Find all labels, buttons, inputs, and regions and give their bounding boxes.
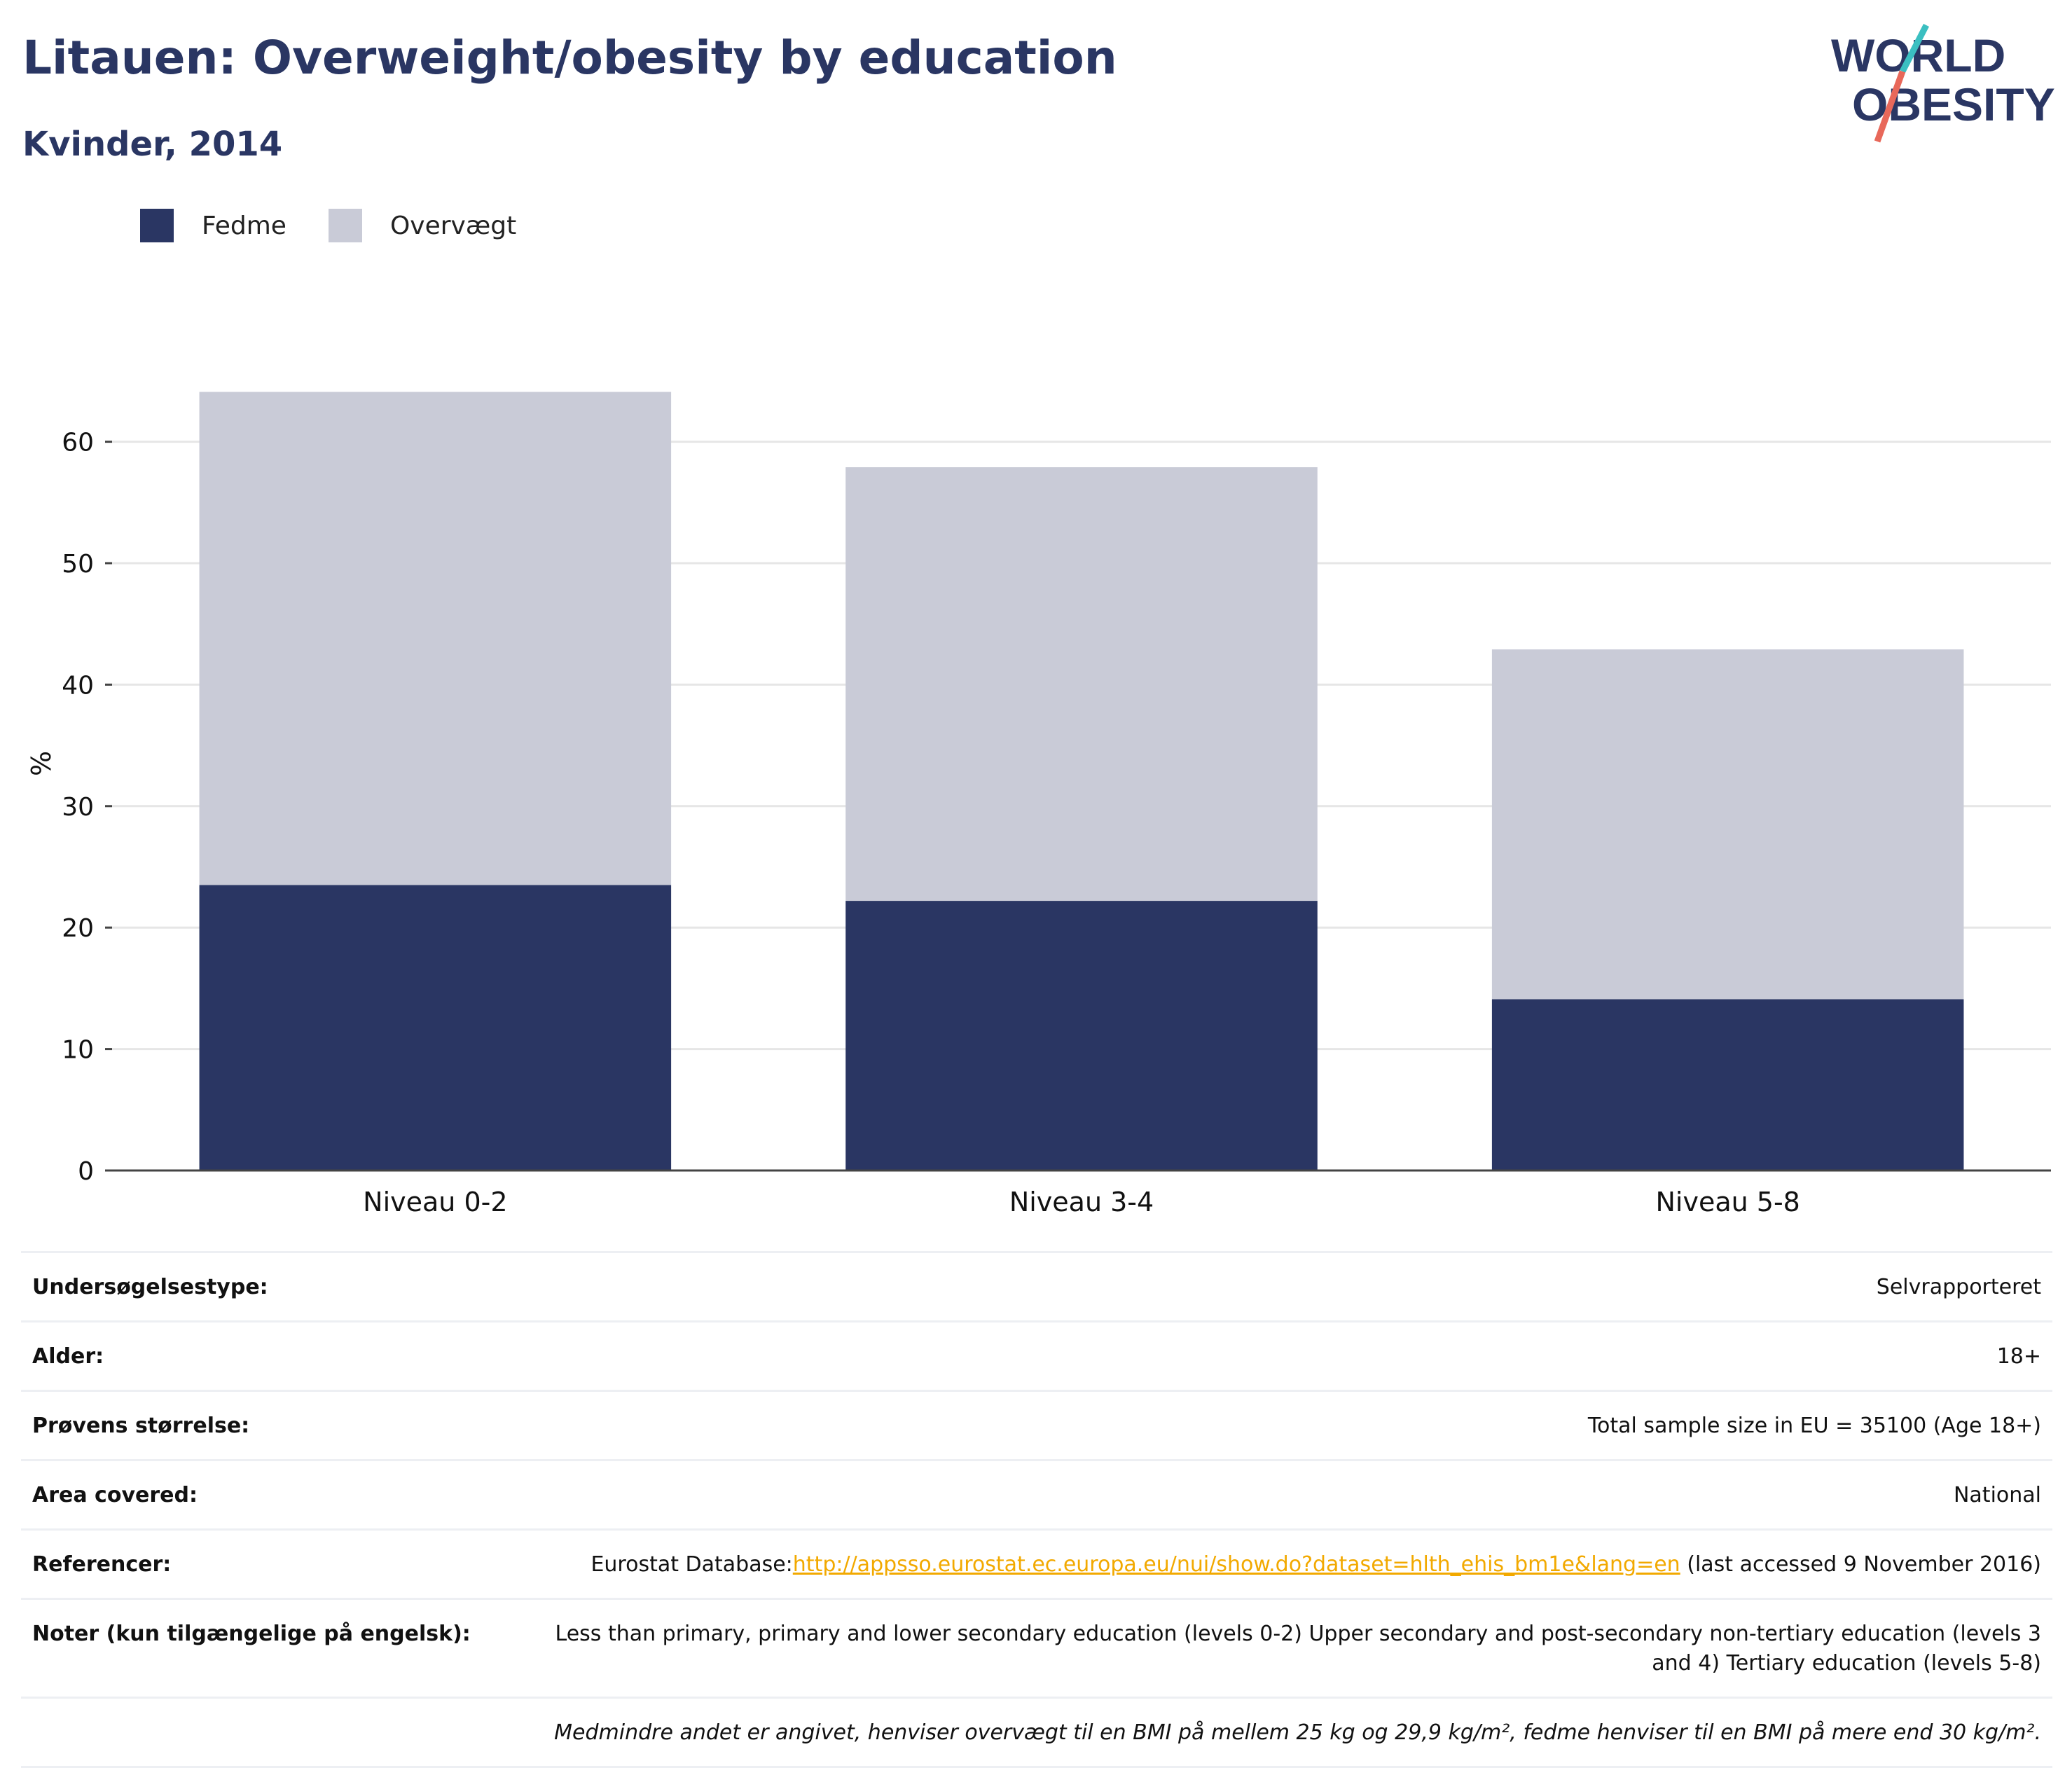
info-value: Selvrapporteret [1876,1275,2041,1299]
info-value: 18+ [1996,1344,2041,1369]
info-label: Area covered: [32,1483,198,1507]
logo-slash-bottom [1874,70,1906,143]
y-tick-label: 0 [78,1157,94,1186]
y-tick-label: 30 [62,793,94,822]
bar-fedme[interactable] [1491,999,1964,1170]
y-tick-label: 60 [62,429,94,457]
page-subtitle: Kvinder, 2014 [22,125,283,164]
world-obesity-logo: WORLD OBESITY [1831,23,2055,143]
bar-overvaegt[interactable] [845,467,1318,902]
legend-label-overvaegt: Overvægt [389,211,517,240]
chart-bars [199,392,1964,1170]
legend-swatch-overvaegt [328,209,362,242]
reference-link[interactable]: http://appsso.eurostat.ec.europa.eu/nui/… [792,1552,1680,1577]
info-value: Less than primary, primary and lower sec… [555,1622,2041,1676]
y-tick-label: 40 [62,671,94,700]
y-tick-label: 20 [62,914,94,943]
bar-fedme[interactable] [199,885,672,1170]
y-axis-ticks: 0 10 20 30 40 50 60 [62,429,112,1186]
reference-prefix: Eurostat Database: [590,1552,793,1577]
info-row-references: Referencer: Eurostat Database:http://app… [21,1528,2052,1598]
legend-item-fedme[interactable]: Fedme [140,209,286,242]
info-value: Total sample size in EU = 35100 (Age 18+… [1587,1414,2041,1438]
info-value: Eurostat Database:http://appsso.eurostat… [523,1550,2041,1580]
reference-suffix: (last accessed 9 November 2016) [1680,1552,2041,1577]
legend-item-overvaegt[interactable]: Overvægt [328,209,517,242]
page-title: Litauen: Overweight/obesity by education [22,31,1117,85]
info-row-survey-type: Undersøgelsestype: Selvrapporteret [21,1251,2052,1320]
x-tick-label: Niveau 3-4 [1009,1187,1154,1217]
legend-swatch-fedme [140,209,174,242]
info-value: National [1953,1483,2041,1507]
info-label: Referencer: [32,1552,172,1577]
info-label: Undersøgelsestype: [32,1275,268,1299]
info-label: Alder: [32,1344,104,1369]
x-tick-label: Niveau 0-2 [363,1187,507,1217]
x-axis-labels: Niveau 0-2 Niveau 3-4 Niveau 5-8 [363,1187,1800,1217]
footnote: Medmindre andet er angivet, henviser ove… [554,1720,2041,1745]
info-label: Prøvens størrelse: [32,1414,250,1438]
info-label: Noter (kun tilgængelige på engelsk): [32,1622,471,1646]
info-row-sample-size: Prøvens størrelse: Total sample size in … [21,1390,2052,1459]
legend-label-fedme: Fedme [202,211,286,240]
bar-overvaegt[interactable] [199,392,672,885]
bar-overvaegt[interactable] [1491,649,1964,1000]
y-axis-label: % [26,751,57,776]
info-row-footnote: Medmindre andet er angivet, henviser ove… [21,1697,2052,1768]
logo-slash-top [1899,23,1930,74]
info-table: Undersøgelsestype: Selvrapporteret Alder… [21,1251,2052,1768]
x-tick-label: Niveau 5-8 [1655,1187,1800,1217]
y-tick-label: 50 [62,550,94,579]
chart-legend: Fedme Overvægt [140,207,558,244]
bar-fedme[interactable] [845,901,1318,1170]
info-row-area-covered: Area covered: National [21,1459,2052,1528]
info-row-notes: Noter (kun tilgængelige på engelsk): Les… [21,1598,2052,1697]
info-row-age: Alder: 18+ [21,1320,2052,1390]
y-tick-label: 10 [62,1036,94,1065]
